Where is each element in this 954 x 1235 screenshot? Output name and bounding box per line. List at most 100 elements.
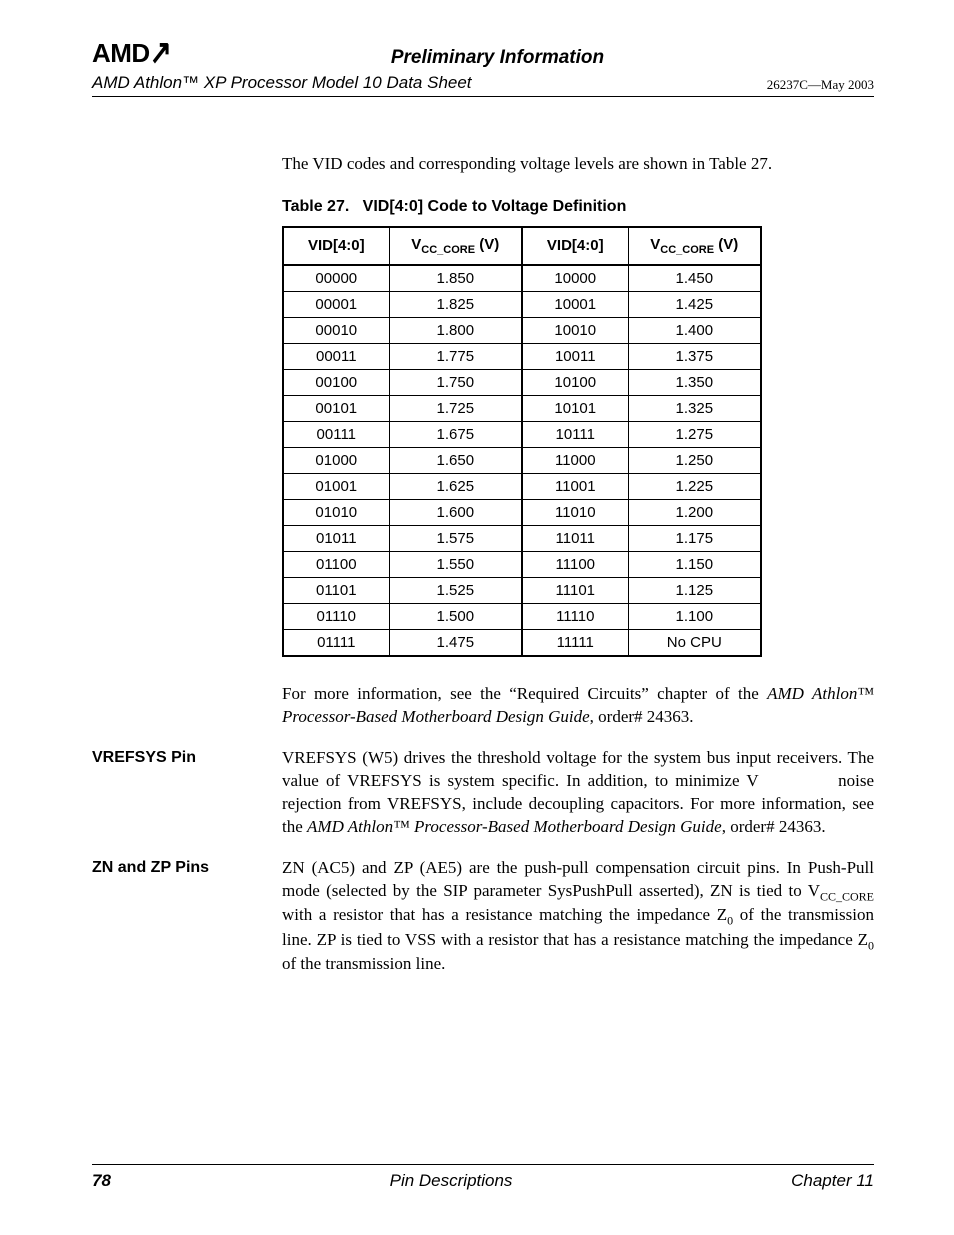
cell-v-b: 1.275 bbox=[628, 421, 761, 447]
subheader: AMD Athlon™ XP Processor Model 10 Data S… bbox=[92, 73, 874, 97]
preliminary-label: Preliminary Information bbox=[171, 47, 794, 69]
table-row: 011101.500111101.100 bbox=[283, 603, 761, 629]
table-row: 001111.675101111.275 bbox=[283, 421, 761, 447]
cell-vid-a: 01100 bbox=[283, 551, 389, 577]
cell-vid-b: 10010 bbox=[522, 317, 628, 343]
cell-v-a: 1.550 bbox=[389, 551, 522, 577]
amd-logo: AMD↗ bbox=[92, 38, 171, 69]
cell-v-a: 1.475 bbox=[389, 629, 522, 656]
cell-vid-b: 11010 bbox=[522, 499, 628, 525]
cell-v-a: 1.675 bbox=[389, 421, 522, 447]
cell-v-b: 1.375 bbox=[628, 343, 761, 369]
table-caption: Table 27. VID[4:0] Code to Voltage Defin… bbox=[282, 198, 874, 216]
vrefsys-body: VREFSYS (W5) drives the threshold voltag… bbox=[282, 747, 874, 839]
cell-v-a: 1.600 bbox=[389, 499, 522, 525]
cell-v-b: 1.425 bbox=[628, 291, 761, 317]
table-row: 000001.850100001.450 bbox=[283, 265, 761, 292]
cell-vid-a: 01010 bbox=[283, 499, 389, 525]
cell-v-b: 1.150 bbox=[628, 551, 761, 577]
table-number: Table 27. bbox=[282, 198, 349, 215]
cell-vid-a: 01011 bbox=[283, 525, 389, 551]
intro-paragraph: The VID codes and corresponding voltage … bbox=[282, 153, 874, 176]
cell-vid-b: 10011 bbox=[522, 343, 628, 369]
cell-vid-b: 11000 bbox=[522, 447, 628, 473]
cell-v-b: 1.200 bbox=[628, 499, 761, 525]
vrefsys-label: VREFSYS Pin bbox=[92, 747, 282, 839]
table-row: 011001.550111001.150 bbox=[283, 551, 761, 577]
page-number: 78 bbox=[92, 1171, 111, 1191]
cell-v-a: 1.750 bbox=[389, 369, 522, 395]
cell-vid-b: 11111 bbox=[522, 629, 628, 656]
th-vid-b: VID[4:0] bbox=[522, 227, 628, 265]
footer-center: Pin Descriptions bbox=[390, 1171, 513, 1191]
cell-vid-a: 00100 bbox=[283, 369, 389, 395]
th-vid-a: VID[4:0] bbox=[283, 227, 389, 265]
cell-v-a: 1.525 bbox=[389, 577, 522, 603]
cell-vid-a: 01101 bbox=[283, 577, 389, 603]
logo-text: AMD bbox=[92, 38, 150, 68]
cell-vid-b: 10001 bbox=[522, 291, 628, 317]
table-row: 010011.625110011.225 bbox=[283, 473, 761, 499]
cell-v-a: 1.825 bbox=[389, 291, 522, 317]
cell-vid-a: 00010 bbox=[283, 317, 389, 343]
footer-chapter: Chapter 11 bbox=[791, 1171, 874, 1191]
cell-v-a: 1.500 bbox=[389, 603, 522, 629]
table-row: 010001.650110001.250 bbox=[283, 447, 761, 473]
znzp-label: ZN and ZP Pins bbox=[92, 857, 282, 977]
doc-revision: 26237C—May 2003 bbox=[767, 77, 874, 93]
page-footer: 78 Pin Descriptions Chapter 11 bbox=[92, 1164, 874, 1191]
after-table-paragraph: For more information, see the “Required … bbox=[282, 683, 874, 729]
cell-vid-b: 11101 bbox=[522, 577, 628, 603]
table-row: 010111.575110111.175 bbox=[283, 525, 761, 551]
cell-vid-b: 11001 bbox=[522, 473, 628, 499]
table-row: 001011.725101011.325 bbox=[283, 395, 761, 421]
cell-v-a: 1.800 bbox=[389, 317, 522, 343]
cell-v-a: 1.725 bbox=[389, 395, 522, 421]
cell-v-b: 1.325 bbox=[628, 395, 761, 421]
znzp-body: ZN (AC5) and ZP (AE5) are the push-pull … bbox=[282, 857, 874, 977]
cell-v-a: 1.850 bbox=[389, 265, 522, 292]
table-title: VID[4:0] Code to Voltage Definition bbox=[363, 198, 627, 215]
table-row: 011011.525111011.125 bbox=[283, 577, 761, 603]
cell-vid-a: 01110 bbox=[283, 603, 389, 629]
cell-v-b: 1.450 bbox=[628, 265, 761, 292]
cell-v-b: No CPU bbox=[628, 629, 761, 656]
cell-vid-a: 00011 bbox=[283, 343, 389, 369]
znzp-section: ZN and ZP Pins ZN (AC5) and ZP (AE5) are… bbox=[92, 857, 874, 977]
table-row: 011111.47511111No CPU bbox=[283, 629, 761, 656]
page-header: AMD↗ Preliminary Information bbox=[92, 38, 874, 69]
table-row: 000111.775100111.375 bbox=[283, 343, 761, 369]
cell-vid-b: 11110 bbox=[522, 603, 628, 629]
cell-vid-a: 01111 bbox=[283, 629, 389, 656]
cell-v-b: 1.175 bbox=[628, 525, 761, 551]
cell-vid-a: 01001 bbox=[283, 473, 389, 499]
cell-v-b: 1.250 bbox=[628, 447, 761, 473]
vrefsys-section: VREFSYS Pin VREFSYS (W5) drives the thre… bbox=[92, 747, 874, 839]
cell-vid-b: 11011 bbox=[522, 525, 628, 551]
cell-vid-b: 11100 bbox=[522, 551, 628, 577]
cell-vid-a: 00111 bbox=[283, 421, 389, 447]
table-row: 000011.825100011.425 bbox=[283, 291, 761, 317]
cell-v-a: 1.625 bbox=[389, 473, 522, 499]
table-row: 001001.750101001.350 bbox=[283, 369, 761, 395]
cell-v-b: 1.350 bbox=[628, 369, 761, 395]
cell-v-b: 1.100 bbox=[628, 603, 761, 629]
cell-v-b: 1.125 bbox=[628, 577, 761, 603]
cell-v-a: 1.575 bbox=[389, 525, 522, 551]
cell-vid-b: 10000 bbox=[522, 265, 628, 292]
cell-vid-b: 10100 bbox=[522, 369, 628, 395]
doc-title: AMD Athlon™ XP Processor Model 10 Data S… bbox=[92, 73, 472, 93]
cell-vid-a: 00000 bbox=[283, 265, 389, 292]
table-row: 010101.600110101.200 bbox=[283, 499, 761, 525]
th-vcc-a: VCC_CORE (V) bbox=[389, 227, 522, 265]
cell-vid-b: 10101 bbox=[522, 395, 628, 421]
cell-v-b: 1.400 bbox=[628, 317, 761, 343]
cell-vid-b: 10111 bbox=[522, 421, 628, 447]
vid-table: VID[4:0] VCC_CORE (V) VID[4:0] VCC_CORE … bbox=[282, 226, 762, 657]
cell-v-a: 1.650 bbox=[389, 447, 522, 473]
cell-vid-a: 01000 bbox=[283, 447, 389, 473]
cell-vid-a: 00101 bbox=[283, 395, 389, 421]
cell-vid-a: 00001 bbox=[283, 291, 389, 317]
cell-v-a: 1.775 bbox=[389, 343, 522, 369]
th-vcc-b: VCC_CORE (V) bbox=[628, 227, 761, 265]
